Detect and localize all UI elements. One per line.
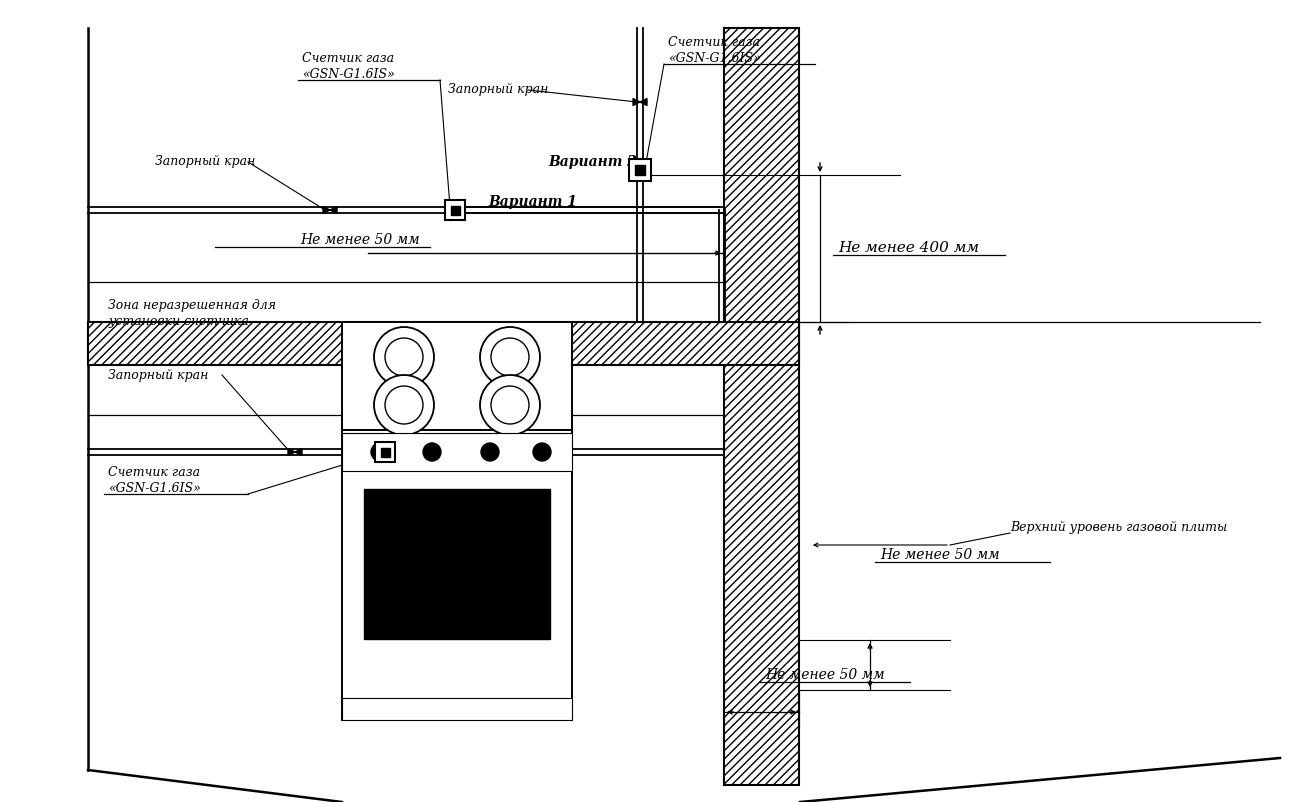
Circle shape <box>534 443 550 461</box>
Bar <box>381 448 389 456</box>
Bar <box>444 200 465 220</box>
Text: Счетчик газа: Счетчик газа <box>668 35 760 48</box>
Bar <box>375 442 395 462</box>
Text: Не менее 50 мм: Не менее 50 мм <box>880 548 1000 562</box>
Text: Счетчик газа: Счетчик газа <box>109 465 200 479</box>
Polygon shape <box>288 448 295 456</box>
Polygon shape <box>329 206 337 213</box>
Text: Запорный кран: Запорный кран <box>448 83 548 96</box>
Bar <box>364 489 550 639</box>
Bar <box>724 28 798 785</box>
Polygon shape <box>640 99 647 106</box>
Circle shape <box>491 386 528 424</box>
Text: Не менее 400 мм: Не менее 400 мм <box>839 241 979 255</box>
Polygon shape <box>295 448 302 456</box>
Circle shape <box>481 327 540 387</box>
Circle shape <box>491 338 528 376</box>
Bar <box>342 698 572 720</box>
Text: Не менее 50 мм: Не менее 50 мм <box>765 668 885 682</box>
Text: Счетчик газа: Счетчик газа <box>302 51 394 64</box>
Text: Вариант 3: Вариант 3 <box>408 425 497 439</box>
Text: «GSN-G1.6IS»: «GSN-G1.6IS» <box>302 67 395 80</box>
Circle shape <box>373 375 434 435</box>
Polygon shape <box>633 99 640 106</box>
Text: Вариант 2: Вариант 2 <box>548 155 637 169</box>
Text: «GSN-G1.6IS»: «GSN-G1.6IS» <box>109 481 200 495</box>
Text: «GSN-G1.6IS»: «GSN-G1.6IS» <box>668 51 761 64</box>
Bar <box>342 322 572 430</box>
Circle shape <box>373 327 434 387</box>
Bar <box>88 322 798 365</box>
Text: Вариант 1: Вариант 1 <box>488 195 576 209</box>
Circle shape <box>481 375 540 435</box>
Circle shape <box>385 386 422 424</box>
Bar <box>342 433 572 471</box>
Circle shape <box>481 443 499 461</box>
Circle shape <box>422 443 441 461</box>
Text: Зона неразрешенная для: Зона неразрешенная для <box>109 298 276 311</box>
Text: Не менее 50 мм: Не менее 50 мм <box>300 233 420 247</box>
Text: Верхний уровень газовой плиты: Верхний уровень газовой плиты <box>1010 520 1227 533</box>
Circle shape <box>371 443 389 461</box>
Bar <box>342 430 572 720</box>
Text: Запорный кран: Запорный кран <box>109 368 208 382</box>
Bar <box>636 165 645 175</box>
Bar <box>451 205 460 214</box>
Bar <box>629 159 651 181</box>
Polygon shape <box>323 206 329 213</box>
Text: установки счетчика: установки счетчика <box>109 315 249 329</box>
Text: Запорный кран: Запорный кран <box>155 156 256 168</box>
Circle shape <box>385 338 422 376</box>
